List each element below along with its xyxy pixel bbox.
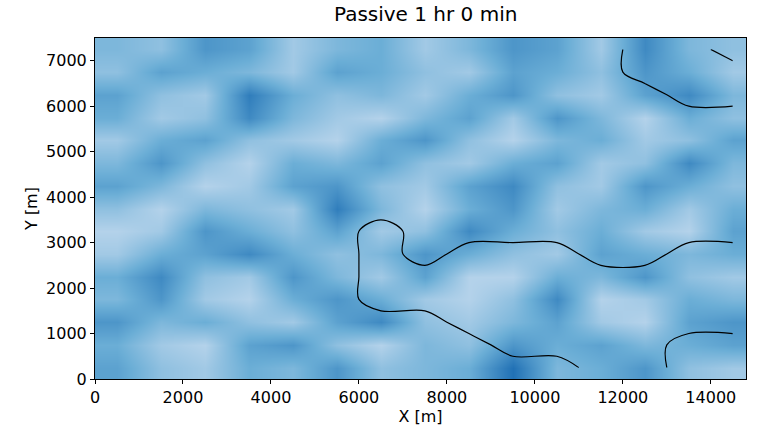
svg-text:2000: 2000 <box>163 388 204 407</box>
svg-text:5000: 5000 <box>46 142 87 161</box>
svg-text:Passive 1 hr 0 min: Passive 1 hr 0 min <box>334 2 517 26</box>
svg-text:3000: 3000 <box>46 233 87 252</box>
svg-text:6000: 6000 <box>46 97 87 116</box>
svg-text:12000: 12000 <box>597 388 648 407</box>
svg-text:2000: 2000 <box>46 279 87 298</box>
svg-text:4000: 4000 <box>46 188 87 207</box>
svg-text:10000: 10000 <box>509 388 560 407</box>
svg-text:8000: 8000 <box>427 388 468 407</box>
svg-text:1000: 1000 <box>46 324 87 343</box>
svg-text:7000: 7000 <box>46 51 87 70</box>
svg-text:6000: 6000 <box>339 388 380 407</box>
svg-text:4000: 4000 <box>251 388 292 407</box>
svg-text:Y [m]: Y [m] <box>22 187 41 231</box>
svg-text:14000: 14000 <box>685 388 736 407</box>
svg-text:X [m]: X [m] <box>398 407 442 426</box>
svg-text:0: 0 <box>90 388 100 407</box>
svg-text:0: 0 <box>77 370 87 389</box>
